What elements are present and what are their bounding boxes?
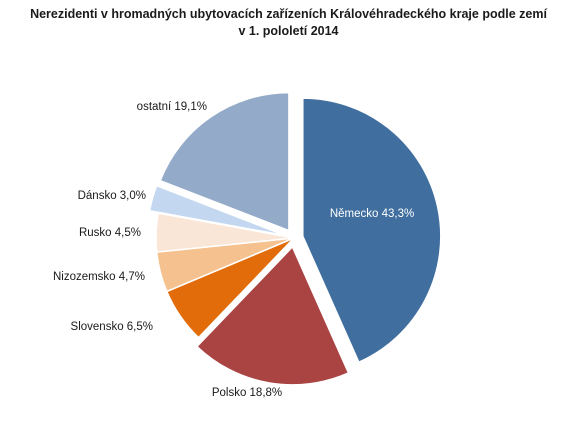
chart-title: Nerezidenti v hromadných ubytovacích zař… [0,6,577,40]
slice-label-nizozemsko: Nizozemsko 4,7% [53,271,145,283]
pie-slice-německo [302,97,442,364]
slice-label-rusko: Rusko 4,5% [79,227,141,239]
slice-label-ostatní: ostatní 19,1% [137,101,207,113]
slice-label-slovensko: Slovensko 6,5% [71,321,153,333]
pie-slice-polsko [195,245,350,386]
chart-title-line-1: Nerezidenti v hromadných ubytovacích zař… [30,7,547,21]
slice-label-německo: Německo 43,3% [330,208,414,220]
slice-label-dánsko: Dánsko 3,0% [78,190,146,202]
pie-labels: Německo 43,3% Polsko 18,8% Slovensko 6,5% N… [53,101,414,399]
slice-label-polsko: Polsko 18,8% [212,387,282,399]
pie-slice-dánsko [148,184,286,237]
chart-title-line-2: v 1. pololetí 2014 [238,24,339,38]
pie-slice-ostatní [159,91,290,232]
pie-slices [148,91,442,386]
pie-slice-rusko [155,212,295,253]
